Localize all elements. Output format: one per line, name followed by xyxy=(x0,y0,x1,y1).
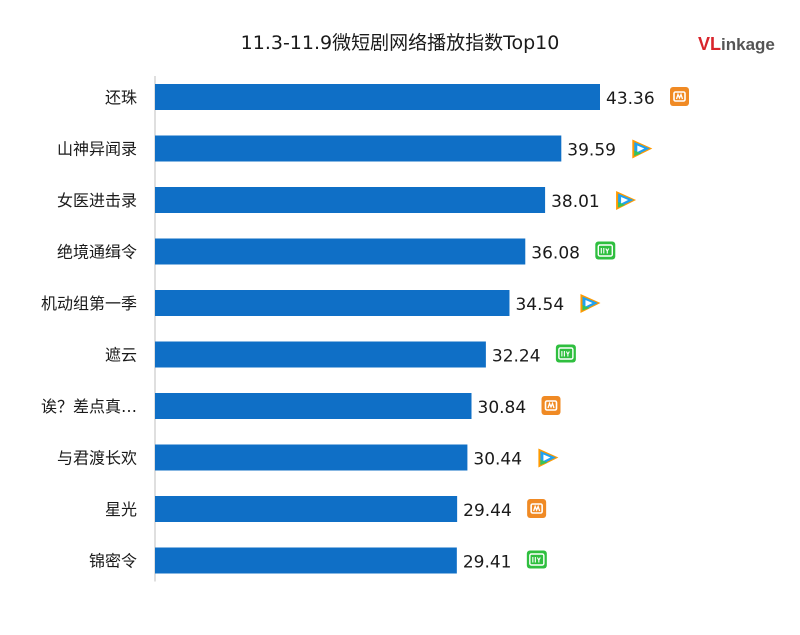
category-label: 诶？差点真… xyxy=(41,397,137,416)
bar xyxy=(155,444,468,471)
mango-tv-icon xyxy=(527,499,547,518)
bar xyxy=(155,290,510,316)
bar xyxy=(155,496,458,522)
category-label: 遮云 xyxy=(105,346,137,365)
category-label: 绝境通缉令 xyxy=(57,243,137,262)
tencent-video-icon xyxy=(580,294,601,313)
iqiyi-icon xyxy=(595,241,616,260)
bar xyxy=(155,84,600,110)
bar xyxy=(155,393,472,419)
mango-tv-icon xyxy=(670,87,689,106)
category-label: 还珠 xyxy=(105,88,137,107)
value-label: 34.54 xyxy=(515,295,564,315)
value-label: 38.01 xyxy=(551,192,600,212)
bar xyxy=(155,135,562,162)
category-label: 女医进击录 xyxy=(57,191,137,210)
bar xyxy=(155,238,526,265)
category-label: 山神异闻录 xyxy=(57,140,137,159)
value-label: 32.24 xyxy=(492,347,541,367)
bar xyxy=(155,341,486,368)
value-label: 29.41 xyxy=(463,553,512,573)
tencent-video-icon xyxy=(632,139,653,159)
value-label: 39.59 xyxy=(567,141,616,161)
iqiyi-icon xyxy=(555,344,576,363)
tencent-video-icon xyxy=(538,448,559,468)
mango-tv-icon xyxy=(541,396,561,415)
vlinkage-logo: VLinkage xyxy=(698,34,775,54)
tencent-video-icon xyxy=(616,191,637,210)
bar xyxy=(155,547,457,574)
value-label: 36.08 xyxy=(531,244,580,264)
bar xyxy=(155,187,546,213)
category-label: 机动组第一季 xyxy=(41,294,137,313)
value-label: 43.36 xyxy=(606,89,655,109)
category-label: 与君渡长欢 xyxy=(57,449,137,468)
value-label: 30.84 xyxy=(478,398,527,418)
chart-title: 11.3-11.9微短剧网络播放指数Top10 xyxy=(240,32,560,54)
iqiyi-icon xyxy=(526,550,547,569)
value-label: 30.44 xyxy=(473,450,522,470)
category-label: 锦密令 xyxy=(89,552,137,571)
value-label: 29.44 xyxy=(463,501,512,521)
category-label: 星光 xyxy=(105,500,137,519)
